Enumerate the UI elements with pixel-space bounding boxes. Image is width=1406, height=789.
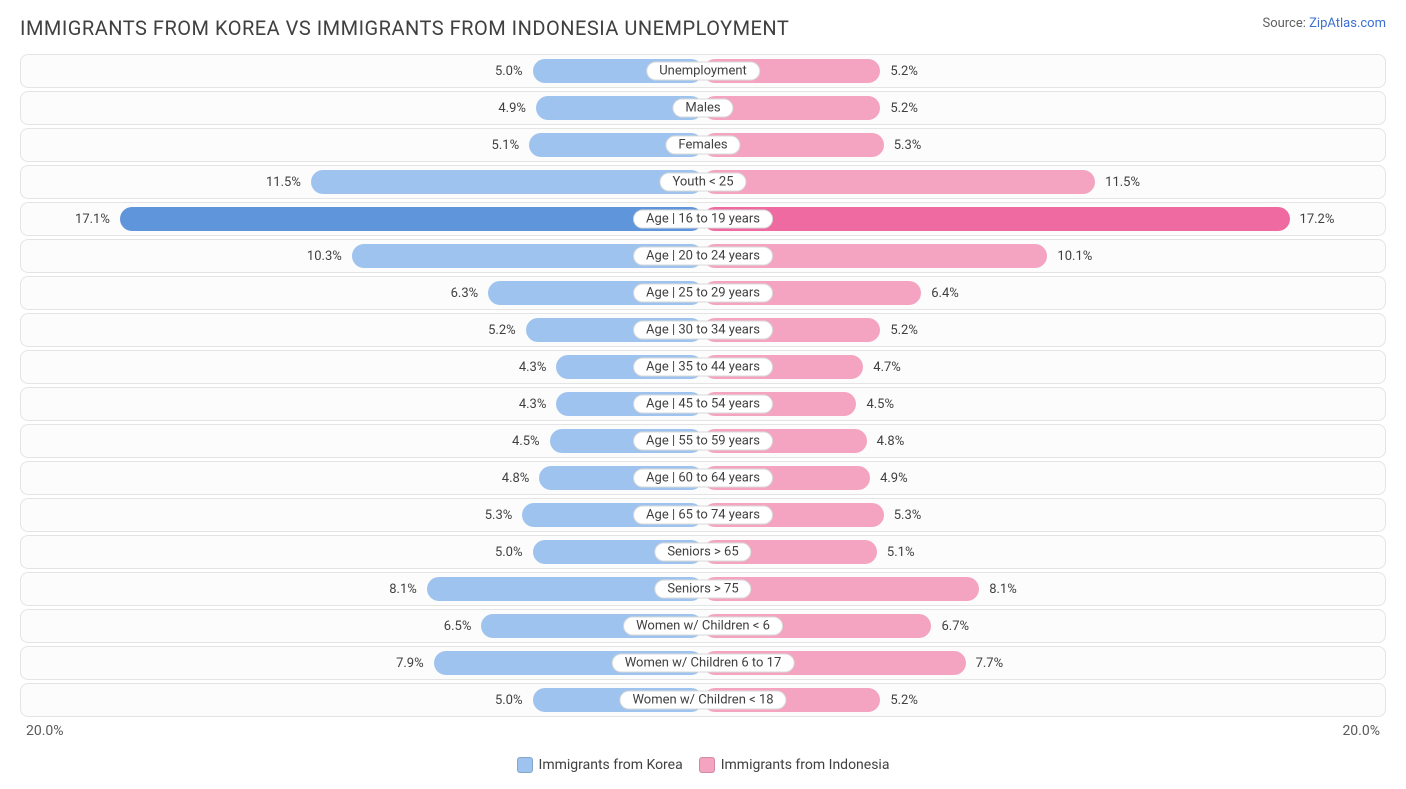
bar-left: 11.5% <box>311 170 703 194</box>
legend: Immigrants from Korea Immigrants from In… <box>20 757 1386 773</box>
value-left: 17.1% <box>69 212 116 227</box>
bar-right: 17.2% <box>703 207 1290 231</box>
category-label: Males <box>672 99 733 118</box>
value-right: 5.3% <box>888 138 928 153</box>
value-left: 6.5% <box>438 619 478 634</box>
value-left: 5.2% <box>482 323 522 338</box>
axis-labels: 20.0% 20.0% <box>20 723 1386 739</box>
axis-right-max: 20.0% <box>1342 723 1380 739</box>
value-right: 5.2% <box>884 693 924 708</box>
value-right: 10.1% <box>1051 249 1098 264</box>
category-label: Age | 60 to 64 years <box>633 469 773 488</box>
value-left: 5.0% <box>489 693 529 708</box>
chart-row: 11.5%11.5%Youth < 25 <box>20 165 1386 199</box>
value-left: 4.3% <box>513 397 553 412</box>
value-right: 17.2% <box>1294 212 1341 227</box>
chart-row: 4.9% 5.2% Males <box>20 91 1386 125</box>
category-label: Age | 30 to 34 years <box>633 321 773 340</box>
legend-item-right: Immigrants from Indonesia <box>699 757 890 773</box>
value-right: 5.2% <box>884 101 924 116</box>
chart-row: 7.9% 7.7% Women w/ Children 6 to 17 <box>20 646 1386 680</box>
category-label: Age | 65 to 74 years <box>633 506 773 525</box>
value-left: 8.1% <box>383 582 423 597</box>
chart-row: 5.2% 5.2% Age | 30 to 34 years <box>20 313 1386 347</box>
category-label: Women w/ Children < 6 <box>623 617 783 636</box>
value-left: 4.8% <box>496 471 536 486</box>
legend-swatch-left <box>517 757 533 773</box>
value-left: 4.9% <box>492 101 532 116</box>
category-label: Females <box>665 136 740 155</box>
category-label: Age | 35 to 44 years <box>633 358 773 377</box>
value-right: 5.2% <box>884 64 924 79</box>
chart-row: 17.1%17.2%Age | 16 to 19 years <box>20 202 1386 236</box>
value-left: 4.5% <box>506 434 546 449</box>
value-right: 5.1% <box>881 545 921 560</box>
chart-row: 10.3% 10.1% Age | 20 to 24 years <box>20 239 1386 273</box>
legend-label-left: Immigrants from Korea <box>539 757 683 773</box>
value-left: 5.3% <box>479 508 519 523</box>
value-left: 4.3% <box>513 360 553 375</box>
category-label: Age | 55 to 59 years <box>633 432 773 451</box>
category-label: Age | 16 to 19 years <box>633 210 773 229</box>
value-right: 4.8% <box>871 434 911 449</box>
legend-swatch-right <box>699 757 715 773</box>
value-right: 11.5% <box>1099 175 1146 190</box>
value-right: 6.7% <box>935 619 975 634</box>
legend-label-right: Immigrants from Indonesia <box>721 757 890 773</box>
value-left: 6.3% <box>445 286 485 301</box>
bar-right: 11.5% <box>703 170 1095 194</box>
value-left: 11.5% <box>260 175 307 190</box>
chart-row: 4.5% 4.8% Age | 55 to 59 years <box>20 424 1386 458</box>
value-right: 7.7% <box>970 656 1010 671</box>
chart-row: 5.0% 5.2% Women w/ Children < 18 <box>20 683 1386 717</box>
chart-row: 4.3% 4.7% Age | 35 to 44 years <box>20 350 1386 384</box>
chart-row: 6.3% 6.4% Age | 25 to 29 years <box>20 276 1386 310</box>
value-right: 5.3% <box>888 508 928 523</box>
chart-row: 6.5% 6.7% Women w/ Children < 6 <box>20 609 1386 643</box>
value-left: 10.3% <box>301 249 348 264</box>
value-right: 6.4% <box>925 286 965 301</box>
category-label: Age | 45 to 54 years <box>633 395 773 414</box>
header: IMMIGRANTS FROM KOREA VS IMMIGRANTS FROM… <box>20 16 1386 40</box>
chart-footer: 20.0% 20.0% <box>20 723 1386 747</box>
source-link[interactable]: ZipAtlas.com <box>1309 16 1386 31</box>
value-left: 5.0% <box>489 64 529 79</box>
category-label: Seniors > 65 <box>654 543 751 562</box>
value-left: 5.1% <box>486 138 526 153</box>
category-label: Age | 25 to 29 years <box>633 284 773 303</box>
category-label: Seniors > 75 <box>654 580 751 599</box>
chart-row: 5.0% 5.1% Seniors > 65 <box>20 535 1386 569</box>
category-label: Age | 20 to 24 years <box>633 247 773 266</box>
value-left: 5.0% <box>489 545 529 560</box>
chart-row: 5.3% 5.3% Age | 65 to 74 years <box>20 498 1386 532</box>
value-right: 5.2% <box>884 323 924 338</box>
value-right: 8.1% <box>983 582 1023 597</box>
chart-row: 4.8% 4.9% Age | 60 to 64 years <box>20 461 1386 495</box>
chart-row: 5.0% 5.2% Unemployment <box>20 54 1386 88</box>
value-left: 7.9% <box>390 656 430 671</box>
chart-row: 8.1% 8.1% Seniors > 75 <box>20 572 1386 606</box>
bar-left: 17.1% <box>120 207 703 231</box>
category-label: Women w/ Children < 18 <box>619 691 786 710</box>
value-right: 4.5% <box>860 397 900 412</box>
value-right: 4.9% <box>874 471 914 486</box>
value-right: 4.7% <box>867 360 907 375</box>
chart-row: 5.1% 5.3% Females <box>20 128 1386 162</box>
chart-row: 4.3% 4.5% Age | 45 to 54 years <box>20 387 1386 421</box>
category-label: Unemployment <box>646 62 760 81</box>
category-label: Youth < 25 <box>659 173 746 192</box>
axis-left-max: 20.0% <box>26 723 64 739</box>
legend-item-left: Immigrants from Korea <box>517 757 683 773</box>
source-attribution: Source: ZipAtlas.com <box>1262 16 1386 31</box>
category-label: Women w/ Children 6 to 17 <box>612 654 795 673</box>
chart-title: IMMIGRANTS FROM KOREA VS IMMIGRANTS FROM… <box>20 16 789 40</box>
diverging-bar-chart: 5.0% 5.2% Unemployment 4.9% 5.2% Males 5.1% 5.3… <box>20 54 1386 717</box>
source-prefix: Source: <box>1262 16 1309 31</box>
